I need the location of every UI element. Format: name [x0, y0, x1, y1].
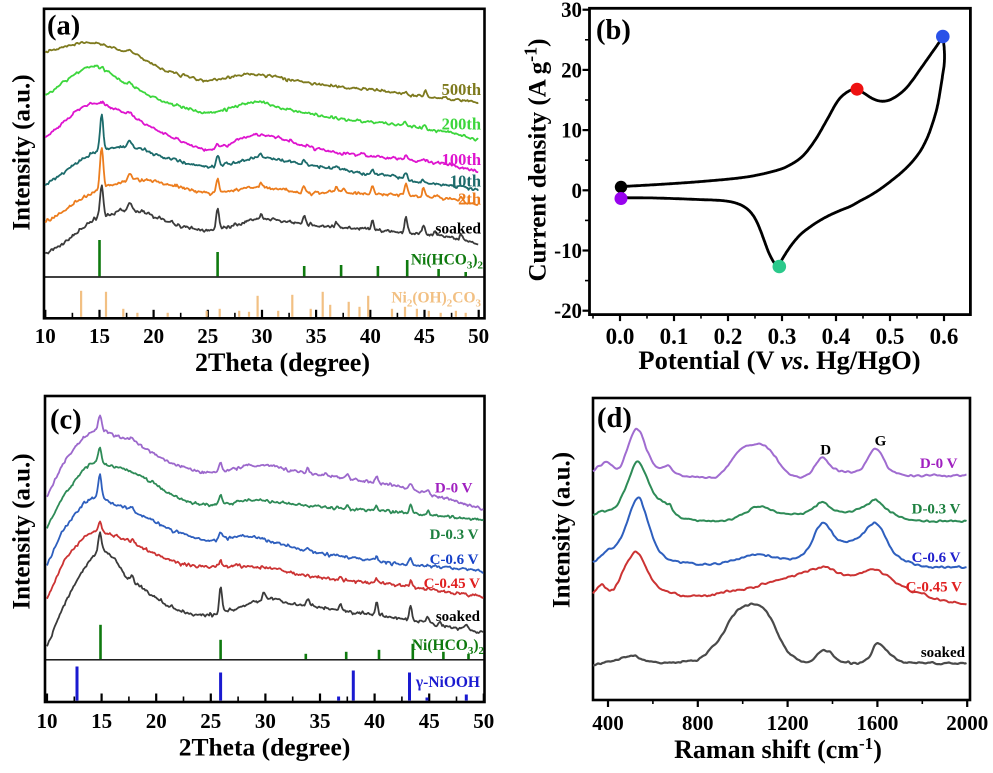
svg-text:25: 25 [200, 709, 221, 733]
svg-text:40: 40 [364, 709, 385, 733]
svg-text:0.2: 0.2 [714, 324, 743, 349]
svg-text:2Theta (degree): 2Theta (degree) [179, 733, 351, 762]
svg-text:Potential (V vs. Hg/HgO): Potential (V vs. Hg/HgO) [638, 345, 920, 375]
svg-text:0.1: 0.1 [660, 324, 689, 349]
svg-text:1200: 1200 [767, 711, 809, 735]
svg-text:15: 15 [91, 709, 112, 733]
svg-text:35: 35 [310, 709, 331, 733]
svg-text:γ-NiOOH: γ-NiOOH [415, 674, 480, 691]
svg-text:(a): (a) [47, 11, 80, 42]
svg-text:D: D [820, 443, 831, 459]
svg-text:45: 45 [419, 709, 440, 733]
svg-text:Ni2​(OH)2​CO3​: Ni2​(OH)2​CO3​ [391, 290, 481, 310]
svg-text:20: 20 [143, 324, 164, 348]
svg-text:0: 0 [572, 178, 582, 203]
svg-text:0.3: 0.3 [768, 324, 797, 349]
svg-text:-10: -10 [554, 239, 582, 264]
svg-text:30: 30 [251, 324, 272, 348]
svg-text:Current density (A g-1): Current density (A g-1) [521, 38, 552, 281]
svg-text:soaked: soaked [921, 645, 966, 661]
svg-text:D-0.3 V: D-0.3 V [912, 502, 961, 518]
svg-text:Intensity (a.u.): Intensity (a.u.) [549, 452, 576, 608]
svg-text:Ni(HCO3​)2​: Ni(HCO3​)2​ [411, 252, 484, 272]
svg-text:25: 25 [197, 324, 218, 348]
svg-text:Raman shift (cm-1): Raman shift (cm-1) [674, 734, 882, 764]
svg-text:0.5: 0.5 [876, 324, 905, 349]
svg-text:30: 30 [255, 709, 276, 733]
svg-text:500th: 500th [442, 80, 481, 99]
svg-text:10: 10 [35, 324, 56, 348]
svg-text:35: 35 [306, 324, 327, 348]
svg-text:50: 50 [468, 324, 489, 348]
svg-text:(b): (b) [596, 15, 631, 46]
svg-text:G: G [875, 434, 887, 450]
svg-text:10th: 10th [450, 172, 481, 191]
svg-text:C-0.45 V: C-0.45 V [424, 576, 481, 592]
svg-text:(d): (d) [597, 403, 632, 434]
svg-text:1600: 1600 [856, 711, 898, 735]
svg-text:C-0.6 V: C-0.6 V [430, 552, 479, 568]
svg-text:800: 800 [682, 711, 714, 735]
svg-text:20: 20 [146, 709, 167, 733]
svg-text:10: 10 [561, 118, 582, 143]
svg-text:D-0 V: D-0 V [435, 481, 473, 497]
svg-text:2Theta (degree): 2Theta (degree) [195, 348, 370, 377]
svg-text:40: 40 [360, 324, 381, 348]
svg-text:0.4: 0.4 [822, 324, 851, 349]
svg-text:(c): (c) [50, 405, 82, 436]
svg-text:soaked: soaked [435, 221, 481, 238]
svg-text:100th: 100th [442, 150, 481, 169]
svg-text:50: 50 [473, 709, 494, 733]
svg-text:2000: 2000 [946, 711, 988, 735]
svg-text:30: 30 [561, 0, 582, 22]
svg-text:45: 45 [414, 324, 435, 348]
svg-text:Ni(HCO3​)2​: Ni(HCO3​)2​ [412, 637, 485, 657]
svg-text:2th: 2th [458, 190, 481, 209]
svg-text:C-0.6 V: C-0.6 V [912, 550, 961, 566]
svg-text:Intensity (a.u.): Intensity (a.u.) [9, 453, 36, 609]
svg-text:400: 400 [592, 711, 624, 735]
svg-text:Intensity (a.u.): Intensity (a.u.) [9, 74, 36, 230]
svg-text:0.6: 0.6 [930, 324, 959, 349]
svg-text:10: 10 [37, 709, 58, 733]
svg-text:D-0.3 V: D-0.3 V [430, 527, 479, 543]
svg-text:200th: 200th [442, 115, 481, 134]
svg-text:C-0.45 V: C-0.45 V [906, 580, 963, 596]
svg-text:D-0 V: D-0 V [920, 456, 958, 472]
svg-text:20: 20 [561, 58, 582, 83]
svg-text:-20: -20 [554, 299, 582, 324]
svg-text:0.0: 0.0 [606, 324, 635, 349]
svg-text:soaked: soaked [436, 609, 481, 625]
svg-text:15: 15 [89, 324, 110, 348]
